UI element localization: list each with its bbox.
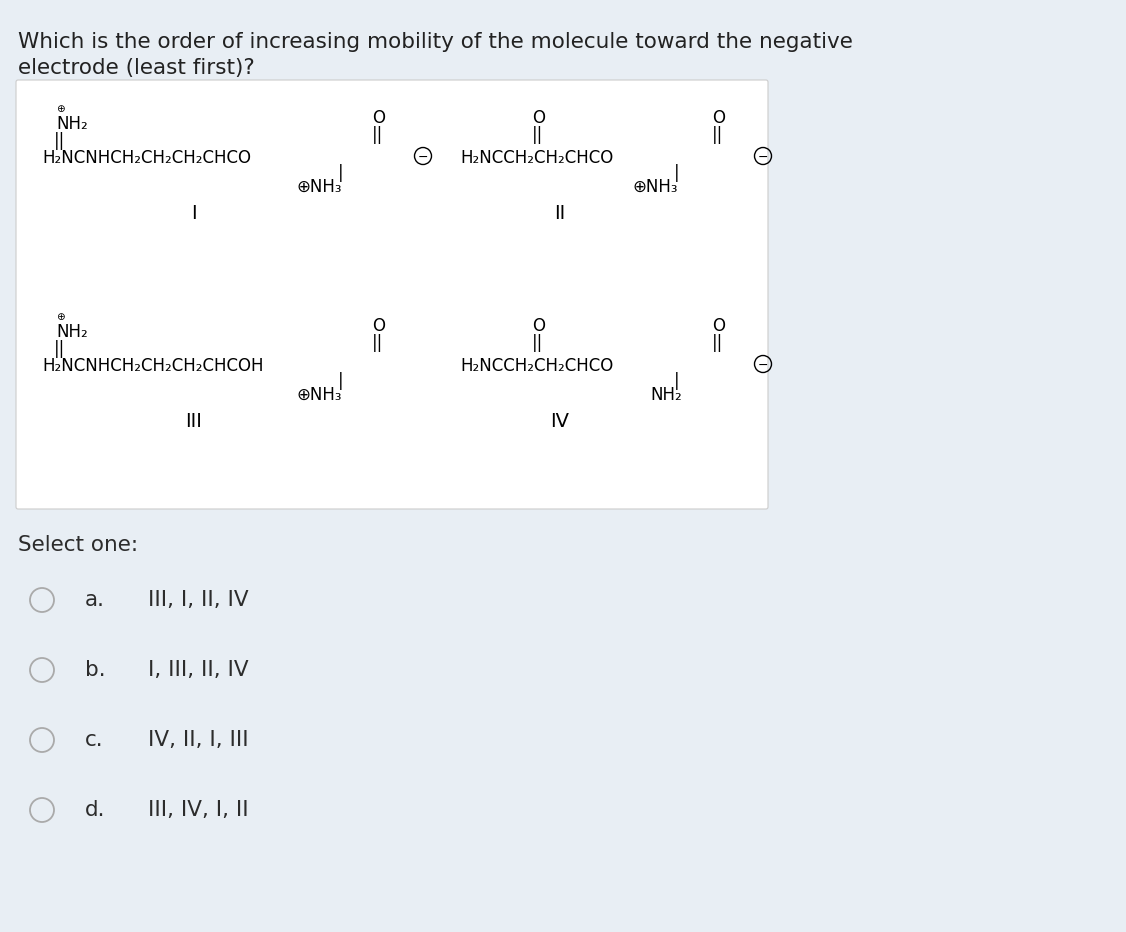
Text: II: II xyxy=(554,204,565,223)
Text: ||: || xyxy=(531,334,543,352)
Text: III, I, II, IV: III, I, II, IV xyxy=(148,590,249,610)
Text: Select one:: Select one: xyxy=(18,535,138,555)
Text: H₂NCNHCH₂CH₂CH₂CHCOH: H₂NCNHCH₂CH₂CH₂CHCOH xyxy=(42,357,263,375)
Text: ||: || xyxy=(372,334,383,352)
Text: ||: || xyxy=(531,126,543,144)
Text: III, IV, I, II: III, IV, I, II xyxy=(148,800,249,820)
Text: b.: b. xyxy=(84,660,106,680)
Text: d.: d. xyxy=(84,800,106,820)
Text: O: O xyxy=(531,317,545,335)
Text: electrode (least first)?: electrode (least first)? xyxy=(18,58,254,78)
Text: NH₂: NH₂ xyxy=(56,115,88,133)
Text: NH₂: NH₂ xyxy=(56,323,88,341)
Text: ⊕: ⊕ xyxy=(56,104,65,114)
FancyBboxPatch shape xyxy=(16,80,768,509)
Text: ||: || xyxy=(712,334,723,352)
Text: Which is the order of increasing mobility of the molecule toward the negative: Which is the order of increasing mobilit… xyxy=(18,32,852,52)
Text: a.: a. xyxy=(84,590,105,610)
Text: c.: c. xyxy=(84,730,104,750)
Text: |: | xyxy=(338,372,343,390)
Text: III: III xyxy=(186,412,203,431)
Text: ||: || xyxy=(712,126,723,144)
Text: NH₂: NH₂ xyxy=(650,386,681,404)
Text: I, III, II, IV: I, III, II, IV xyxy=(148,660,249,680)
Text: ||: || xyxy=(54,132,65,150)
Text: H₂NCCH₂CH₂CHCO: H₂NCCH₂CH₂CHCO xyxy=(461,357,614,375)
Text: O: O xyxy=(712,317,725,335)
Text: ||: || xyxy=(372,126,383,144)
Text: −: − xyxy=(758,359,769,372)
Text: |: | xyxy=(338,164,343,182)
Text: O: O xyxy=(372,109,385,127)
Text: H₂NCNHCH₂CH₂CH₂CHCO: H₂NCNHCH₂CH₂CH₂CHCO xyxy=(42,149,251,167)
Text: ⊕: ⊕ xyxy=(56,312,65,322)
Text: ||: || xyxy=(54,340,65,358)
Text: |: | xyxy=(674,372,680,390)
Text: O: O xyxy=(712,109,725,127)
Text: −: − xyxy=(758,151,769,164)
Text: IV: IV xyxy=(551,412,570,431)
Text: ⊕NH₃: ⊕NH₃ xyxy=(632,178,678,196)
Text: I: I xyxy=(191,204,197,223)
Text: ⊕NH₃: ⊕NH₃ xyxy=(296,178,341,196)
Text: −: − xyxy=(418,151,429,164)
Text: O: O xyxy=(372,317,385,335)
Text: ⊕NH₃: ⊕NH₃ xyxy=(296,386,341,404)
Text: H₂NCCH₂CH₂CHCO: H₂NCCH₂CH₂CHCO xyxy=(461,149,614,167)
Text: |: | xyxy=(674,164,680,182)
Text: O: O xyxy=(531,109,545,127)
Text: IV, II, I, III: IV, II, I, III xyxy=(148,730,249,750)
